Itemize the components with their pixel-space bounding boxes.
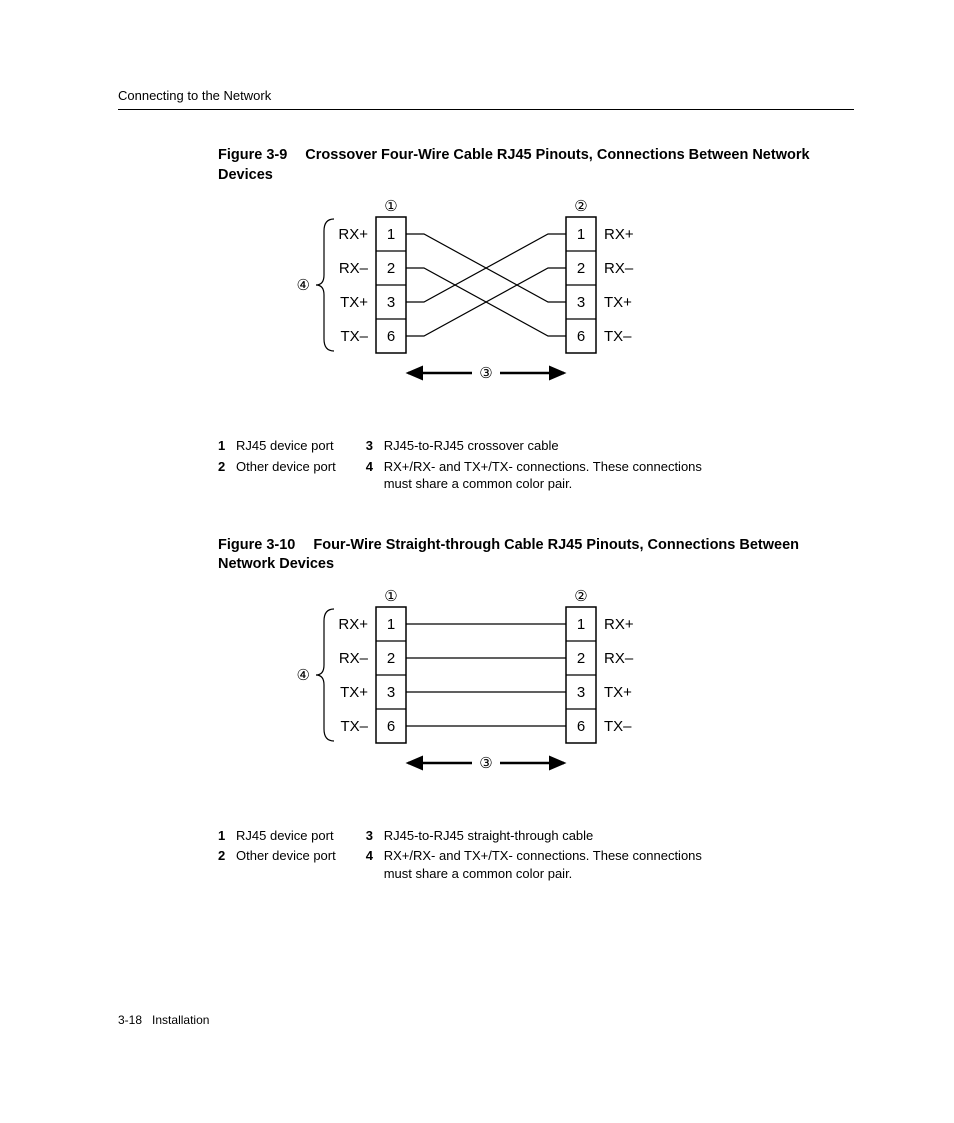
svg-text:TX–: TX– bbox=[604, 718, 632, 735]
svg-text:2: 2 bbox=[387, 260, 395, 277]
legend-column: 1RJ45 device port 2Other device port bbox=[218, 437, 336, 496]
legend-item: 1RJ45 device port bbox=[218, 827, 336, 845]
svg-text:TX+: TX+ bbox=[340, 294, 368, 311]
svg-text:TX+: TX+ bbox=[604, 294, 632, 311]
legend-item: 1RJ45 device port bbox=[218, 437, 336, 455]
legend-text: RX+/RX- and TX+/TX- connections. These c… bbox=[384, 847, 704, 882]
figure-legend: 1RJ45 device port 2Other device port 3RJ… bbox=[218, 827, 854, 886]
figure-caption: Four-Wire Straight-through Cable RJ45 Pi… bbox=[218, 537, 799, 573]
legend-column: 3RJ45-to-RJ45 straight-through cable 4RX… bbox=[366, 827, 704, 886]
legend-text: Other device port bbox=[236, 847, 336, 865]
pinout-diagram: 1 1 RX+ RX+ 2 2 RX– RX– 3 3 TX+ TX+ 6 6 TX– TX– ① ② ④ ③ bbox=[286, 195, 686, 415]
figure-legend: 1RJ45 device port 2Other device port 3RJ… bbox=[218, 437, 854, 496]
svg-text:RX–: RX– bbox=[339, 260, 369, 277]
svg-text:RX–: RX– bbox=[339, 650, 369, 667]
page-footer: 3-18 Installation bbox=[118, 1013, 209, 1027]
figure-diagram: 1 1 RX+ RX+ 2 2 RX– RX– 3 3 TX+ TX+ 6 6 TX– TX– ① ② ④ ③ bbox=[118, 585, 854, 805]
figure-number: Figure 3-9 bbox=[218, 147, 287, 163]
legend-num: 3 bbox=[366, 437, 384, 455]
legend-num: 4 bbox=[366, 458, 384, 476]
figure-diagram: 1 1 RX+ RX+ 2 2 RX– RX– 3 3 TX+ TX+ 6 6 TX– TX– ① ② ④ ③ bbox=[118, 195, 854, 415]
legend-item: 2Other device port bbox=[218, 847, 336, 865]
legend-text: RJ45-to-RJ45 straight-through cable bbox=[384, 827, 594, 845]
legend-text: RJ45 device port bbox=[236, 827, 334, 845]
svg-text:③: ③ bbox=[479, 365, 492, 382]
legend-item: 2Other device port bbox=[218, 458, 336, 476]
legend-num: 2 bbox=[218, 458, 236, 476]
legend-text: RJ45 device port bbox=[236, 437, 334, 455]
svg-text:①: ① bbox=[384, 198, 397, 215]
legend-num: 2 bbox=[218, 847, 236, 865]
svg-text:6: 6 bbox=[577, 328, 585, 345]
svg-text:6: 6 bbox=[577, 718, 585, 735]
svg-text:1: 1 bbox=[577, 616, 585, 633]
page: Connecting to the Network Figure 3-9Cros… bbox=[0, 0, 954, 1123]
legend-item: 3RJ45-to-RJ45 crossover cable bbox=[366, 437, 704, 455]
legend-num: 1 bbox=[218, 827, 236, 845]
svg-text:RX+: RX+ bbox=[338, 616, 368, 633]
svg-text:RX+: RX+ bbox=[604, 226, 634, 243]
svg-text:2: 2 bbox=[577, 260, 585, 277]
legend-text: RX+/RX- and TX+/TX- connections. These c… bbox=[384, 458, 704, 493]
svg-text:TX+: TX+ bbox=[340, 684, 368, 701]
svg-text:1: 1 bbox=[577, 226, 585, 243]
pinout-diagram: 1 1 RX+ RX+ 2 2 RX– RX– 3 3 TX+ TX+ 6 6 TX– TX– ① ② ④ ③ bbox=[286, 585, 686, 805]
footer-section: Installation bbox=[152, 1013, 209, 1027]
svg-text:②: ② bbox=[574, 588, 587, 605]
figure-number: Figure 3-10 bbox=[218, 537, 295, 553]
svg-text:2: 2 bbox=[387, 650, 395, 667]
svg-text:2: 2 bbox=[577, 650, 585, 667]
svg-text:6: 6 bbox=[387, 718, 395, 735]
svg-text:RX+: RX+ bbox=[338, 226, 368, 243]
svg-text:TX–: TX– bbox=[340, 718, 368, 735]
svg-text:①: ① bbox=[384, 588, 397, 605]
legend-column: 3RJ45-to-RJ45 crossover cable 4RX+/RX- a… bbox=[366, 437, 704, 496]
figure-caption: Crossover Four-Wire Cable RJ45 Pinouts, … bbox=[218, 147, 810, 183]
svg-text:③: ③ bbox=[479, 755, 492, 772]
svg-text:RX–: RX– bbox=[604, 260, 634, 277]
legend-num: 1 bbox=[218, 437, 236, 455]
svg-text:TX–: TX– bbox=[604, 328, 632, 345]
legend-item: 3RJ45-to-RJ45 straight-through cable bbox=[366, 827, 704, 845]
legend-item: 4RX+/RX- and TX+/TX- connections. These … bbox=[366, 458, 704, 493]
svg-text:TX+: TX+ bbox=[604, 684, 632, 701]
figure-title: Figure 3-9Crossover Four-Wire Cable RJ45… bbox=[218, 146, 854, 185]
legend-num: 3 bbox=[366, 827, 384, 845]
svg-text:RX+: RX+ bbox=[604, 616, 634, 633]
svg-text:3: 3 bbox=[577, 294, 585, 311]
svg-text:②: ② bbox=[574, 198, 587, 215]
svg-text:TX–: TX– bbox=[340, 328, 368, 345]
legend-text: RJ45-to-RJ45 crossover cable bbox=[384, 437, 559, 455]
running-header: Connecting to the Network bbox=[118, 88, 854, 110]
page-number: 3-18 bbox=[118, 1013, 142, 1027]
svg-text:1: 1 bbox=[387, 616, 395, 633]
svg-text:3: 3 bbox=[387, 684, 395, 701]
svg-text:6: 6 bbox=[387, 328, 395, 345]
svg-text:3: 3 bbox=[387, 294, 395, 311]
svg-text:RX–: RX– bbox=[604, 650, 634, 667]
svg-text:④: ④ bbox=[297, 667, 310, 684]
legend-item: 4RX+/RX- and TX+/TX- connections. These … bbox=[366, 847, 704, 882]
svg-text:④: ④ bbox=[297, 277, 310, 294]
legend-column: 1RJ45 device port 2Other device port bbox=[218, 827, 336, 886]
legend-num: 4 bbox=[366, 847, 384, 865]
svg-text:1: 1 bbox=[387, 226, 395, 243]
svg-text:3: 3 bbox=[577, 684, 585, 701]
figure-title: Figure 3-10Four-Wire Straight-through Ca… bbox=[218, 536, 854, 575]
legend-text: Other device port bbox=[236, 458, 336, 476]
